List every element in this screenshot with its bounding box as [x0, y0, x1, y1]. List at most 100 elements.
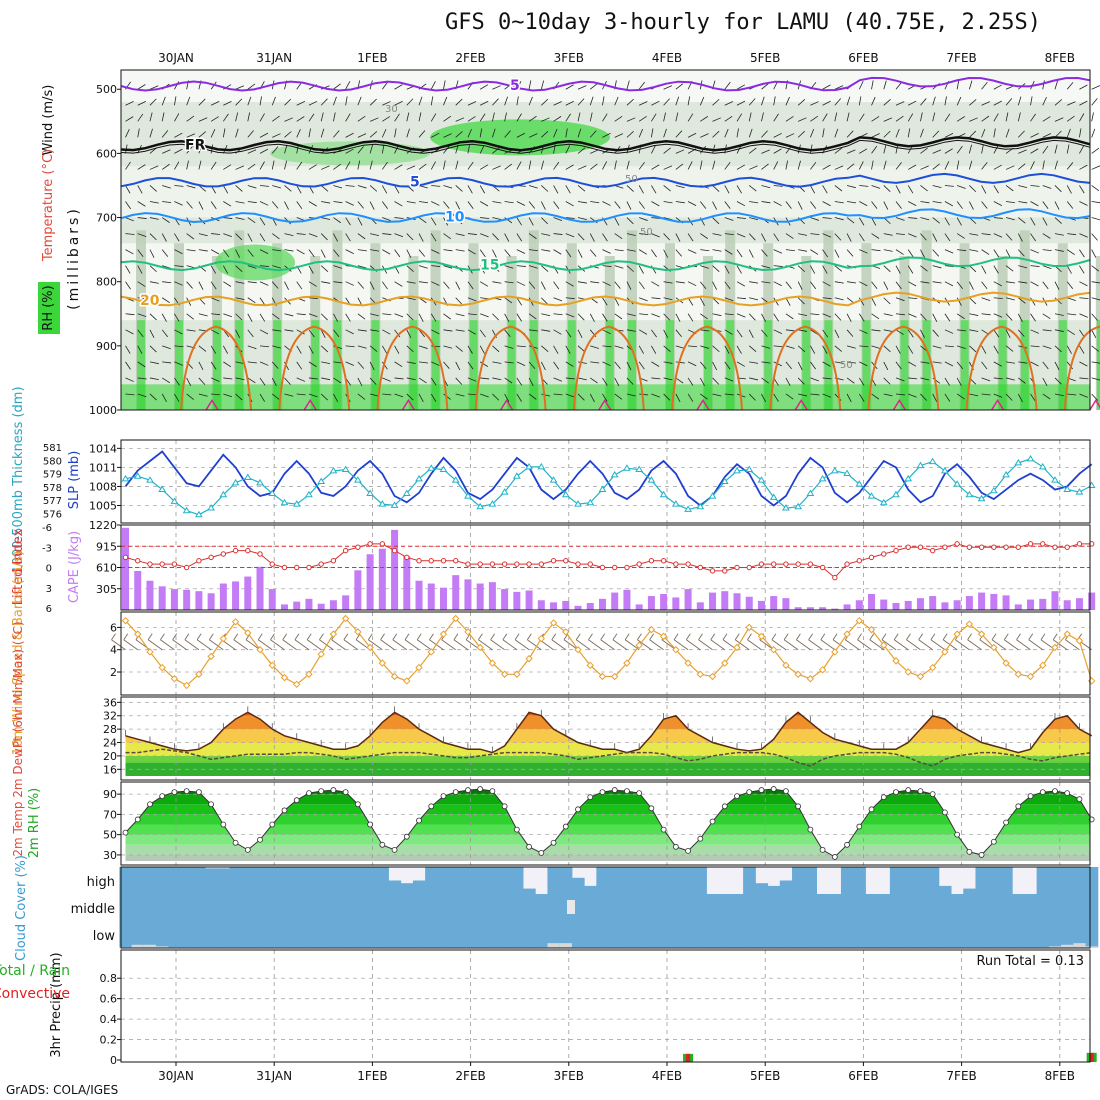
precip-legend-total: Total / Rain [0, 963, 70, 979]
pressure-tick-label: 600 [96, 147, 117, 160]
surface-wind-barb [123, 639, 138, 651]
cloud-panel-axis-label: Cloud Cover (%) [14, 855, 29, 961]
wind-speed-point [134, 630, 142, 638]
wind-barb [137, 393, 147, 398]
wind-barb [174, 81, 180, 90]
wind-barb [956, 160, 960, 170]
wind-barb [161, 329, 169, 338]
wind-barb [969, 345, 977, 353]
rh-point [1076, 796, 1083, 803]
surface-wind-barb [881, 639, 897, 651]
wind-barb [602, 393, 608, 402]
wind-barb [577, 249, 583, 258]
wind-barb [626, 361, 632, 371]
surface-wind-barb-flag [893, 633, 899, 640]
wind-barb [834, 329, 840, 338]
wind-barb [761, 329, 768, 337]
wind-barb [810, 361, 817, 370]
wind-barb [381, 185, 388, 194]
surface-wind-barb [991, 639, 1007, 651]
cloud-mid-cell [865, 894, 879, 921]
rh-point [721, 803, 728, 810]
wind-barb [308, 361, 317, 368]
cape-bar [1063, 600, 1071, 610]
wind-speed-point [659, 632, 668, 641]
cloud-high-cell [510, 867, 524, 894]
cloud-low-cell [657, 921, 671, 948]
wind-barb [198, 185, 207, 192]
surface-wind-barb [343, 639, 359, 651]
wind-barb [846, 313, 852, 322]
cape-bar [415, 580, 423, 610]
rh-point [1015, 803, 1022, 810]
rh-point [489, 788, 496, 794]
wind-barb [700, 361, 707, 370]
rh-point [183, 788, 190, 794]
cape-bar [403, 556, 411, 610]
wind-barb [418, 345, 428, 349]
wind-barb [553, 281, 560, 290]
thickness-point [1038, 462, 1047, 470]
wind-barb [577, 313, 585, 321]
isotherm-line [120, 208, 1091, 224]
wind-barb [602, 132, 611, 138]
wind-barb [1018, 217, 1026, 224]
cape-bar [305, 598, 313, 610]
cloud-high-cell [388, 880, 402, 894]
wind-barb [174, 281, 183, 286]
wind-speed-point [488, 659, 497, 667]
cloud-mid-cell [620, 894, 634, 921]
thickness-tick-label: 579 [43, 470, 62, 481]
wind-barb [736, 249, 743, 258]
wind-barb [736, 164, 745, 170]
wind-barb [186, 96, 191, 106]
wind-barb [761, 149, 770, 154]
cloud-level-label: high [87, 875, 115, 890]
wind-barb [504, 112, 507, 122]
wind-barb [858, 217, 865, 226]
cape-bar [146, 580, 154, 610]
thickness-point [647, 476, 656, 483]
wind-barb [235, 265, 243, 272]
rh-point [709, 818, 716, 825]
wind-barb [993, 201, 1003, 206]
wind-barb [382, 233, 392, 235]
wind-barb [381, 345, 388, 354]
wind-barb [443, 217, 449, 226]
wind-barb [308, 201, 317, 207]
wind-barb [920, 377, 930, 381]
wind-barb [210, 249, 220, 255]
thickness-point [207, 504, 215, 511]
wind-barb [663, 85, 673, 90]
wind-barb [895, 345, 901, 354]
temp-band [125, 762, 1090, 776]
isotherm-30-contour [990, 398, 1005, 411]
wind-barb [1030, 133, 1039, 138]
wind-barb [333, 201, 343, 204]
cloud-mid-cell [1024, 894, 1038, 921]
wind-barb [455, 249, 465, 252]
wind-barb [981, 265, 987, 274]
lifted-index-point [832, 574, 838, 581]
cape-bar [819, 607, 827, 610]
cape-bar [647, 596, 655, 610]
wind-barb [320, 313, 328, 321]
wind-barb [455, 217, 463, 225]
precip-run-total: Run Total = 0.13 [976, 954, 1084, 969]
surface-wind-barb-flag [832, 633, 838, 640]
wind-barb [957, 249, 967, 252]
wind-barb [1006, 201, 1016, 204]
wind-barb [504, 163, 513, 170]
isotherm-30-contour [598, 398, 612, 411]
wind-barb [504, 233, 510, 242]
wind-speed-point [378, 659, 387, 667]
wind-barb [895, 201, 902, 209]
wind-speed-point [806, 675, 815, 683]
thickness-point [292, 500, 301, 507]
wind-barb [137, 128, 140, 138]
wind-barb [981, 115, 990, 122]
thickness-point [121, 474, 130, 482]
wind-barb [700, 133, 709, 138]
rh-point [990, 838, 997, 845]
wind-barb [626, 201, 632, 210]
